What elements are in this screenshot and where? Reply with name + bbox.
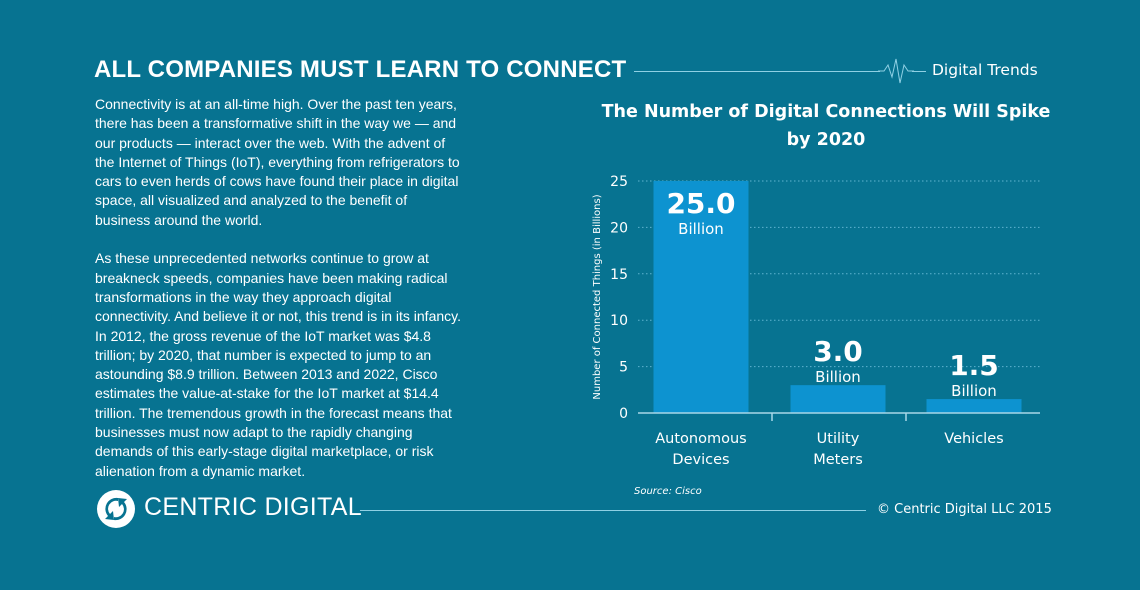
chart-source: Source: Cisco bbox=[634, 486, 702, 497]
y-tick-label: 5 bbox=[619, 360, 628, 376]
x-tick-label: Devices bbox=[672, 452, 729, 468]
data-label-unit: Billion bbox=[815, 368, 861, 386]
bar bbox=[653, 181, 749, 413]
article-body: Connectivity is at an all-time high. Ove… bbox=[95, 95, 461, 500]
footer-divider bbox=[360, 510, 866, 511]
x-tick-label: Utility bbox=[817, 431, 860, 447]
y-tick-label: 15 bbox=[610, 267, 628, 283]
article-paragraph: Connectivity is at an all-time high. Ove… bbox=[95, 96, 460, 228]
y-tick-label: 20 bbox=[610, 220, 628, 236]
data-label-value: 1.5 bbox=[949, 349, 999, 382]
chart-title: The Number of Digital Connections Will S… bbox=[601, 102, 1051, 150]
header-divider bbox=[634, 71, 880, 72]
x-tick-label: Autonomous bbox=[655, 431, 746, 447]
page-title: ALL COMPANIES MUST LEARN TO CONNECT bbox=[94, 56, 627, 83]
copyright: © Centric Digital LLC 2015 bbox=[877, 502, 1052, 517]
article-paragraph: As these unprecedented networks continue… bbox=[95, 250, 461, 479]
header-divider-end bbox=[912, 71, 926, 72]
data-label-unit: Billion bbox=[678, 220, 724, 238]
pulse-icon bbox=[878, 58, 914, 84]
bar bbox=[926, 399, 1022, 413]
data-label-value: 3.0 bbox=[813, 335, 863, 368]
x-tick-label: Vehicles bbox=[944, 431, 1003, 447]
y-tick-label: 10 bbox=[610, 313, 628, 329]
data-label-unit: Billion bbox=[951, 382, 997, 400]
y-tick-label: 0 bbox=[619, 406, 628, 422]
centric-logo-icon bbox=[97, 490, 135, 528]
y-axis-label: Number of Connected Things (in Billions) bbox=[592, 194, 603, 399]
y-tick-label: 25 bbox=[610, 174, 628, 190]
bar bbox=[790, 385, 886, 413]
brand-name: CENTRIC DIGITAL bbox=[144, 493, 362, 521]
section-tag: Digital Trends bbox=[932, 61, 1038, 79]
data-label-value: 25.0 bbox=[666, 187, 735, 220]
x-tick-label: Meters bbox=[813, 452, 863, 468]
